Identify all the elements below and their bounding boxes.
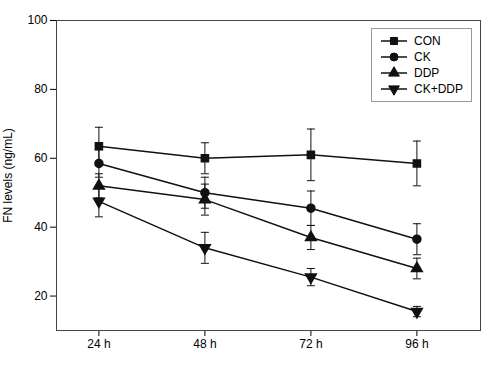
svg-text:40: 40	[34, 220, 48, 234]
svg-text:72 h: 72 h	[299, 337, 322, 351]
html-text:CON: CON	[414, 34, 441, 48]
svg-text:24 h: 24 h	[87, 337, 110, 351]
html-text:DDP: DDP	[414, 66, 440, 80]
svg-text:96 h: 96 h	[405, 337, 428, 351]
svg-text:20: 20	[34, 289, 48, 303]
html-text:CK+DDP: CK+DDP	[414, 82, 463, 96]
svg-text:100: 100	[27, 13, 47, 27]
svg-text:FN levels (ng/mL): FN levels (ng/mL)	[1, 128, 15, 223]
html-text:CK: CK	[414, 50, 431, 64]
svg-text:48 h: 48 h	[193, 337, 216, 351]
svg-text:80: 80	[34, 82, 48, 96]
svg-text:60: 60	[34, 151, 48, 165]
